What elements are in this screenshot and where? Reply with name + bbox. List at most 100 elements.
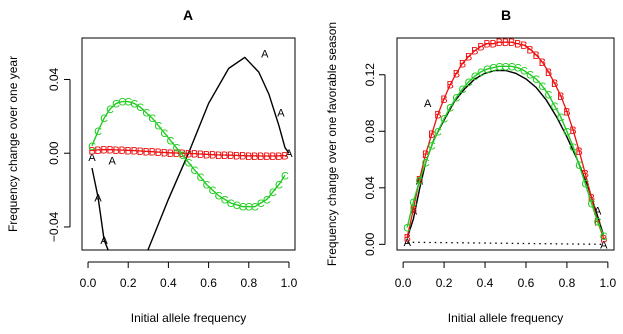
series-b-marker: B <box>137 146 144 158</box>
series-b-marker: B <box>539 57 546 69</box>
x-tick-label: 0.0 <box>395 276 412 290</box>
series-c-marker: C <box>440 114 448 126</box>
series-c-marker: C <box>136 102 144 114</box>
x-axis-label: Initial allele frequency <box>131 311 246 325</box>
series-b-marker: B <box>197 149 204 161</box>
series-c-marker: C <box>245 202 253 214</box>
series-b-marker: B <box>588 193 595 205</box>
series-b-marker: B <box>112 145 119 157</box>
series-b-marker: B <box>257 151 264 163</box>
y-tick-label: 0.04 <box>47 67 61 91</box>
y-tick-label: 0.12 <box>363 63 377 87</box>
series-c-marker: C <box>459 84 467 96</box>
y-tick-label: 0.00 <box>363 232 377 256</box>
series-b-marker: B <box>269 151 276 163</box>
series-c-marker: C <box>130 98 138 110</box>
series-c-marker: C <box>477 67 485 79</box>
series-b-marker: B <box>281 151 288 163</box>
series-c-marker: C <box>581 179 589 191</box>
series-c-marker: C <box>154 121 162 133</box>
series-c-line <box>406 65 605 237</box>
series-c-marker: C <box>118 97 126 109</box>
y-axis-label: Frequency change over one year <box>6 56 20 232</box>
series-b-marker: B <box>477 41 484 53</box>
x-tick-label: 0.6 <box>518 276 535 290</box>
series-c-marker: C <box>124 97 132 109</box>
x-tick-label: 0.0 <box>80 276 97 290</box>
series-c-marker: C <box>563 126 571 138</box>
series-b-marker: B <box>576 146 583 158</box>
series-b-marker: B <box>215 150 222 162</box>
series-b-line <box>91 149 286 157</box>
series-c-marker: C <box>275 180 283 192</box>
x-tick-label: 0.8 <box>240 276 257 290</box>
series-c-marker: C <box>545 90 553 102</box>
series-c-marker: C <box>471 71 479 83</box>
series-b-marker: B <box>600 234 607 246</box>
series-c-marker: C <box>148 113 156 125</box>
x-tick-label: 0.2 <box>436 276 453 290</box>
series-c-marker: C <box>551 101 559 113</box>
series-c-marker: C <box>446 102 454 114</box>
y-tick-label: 0.00 <box>47 141 61 165</box>
series-b-marker: B <box>125 145 132 157</box>
series-c-marker: C <box>221 194 229 206</box>
series-c-marker: C <box>526 70 534 82</box>
series-a-marker: A <box>600 239 608 251</box>
series-b-marker: B <box>203 149 210 161</box>
series-c-marker: C <box>489 63 497 75</box>
series-b-marker: B <box>221 150 228 162</box>
series-c-marker: C <box>514 63 522 75</box>
y-tick-label: 0.08 <box>363 119 377 143</box>
series-b-marker: B <box>119 145 126 157</box>
y-axis-label: Frequency change over one favorable seas… <box>325 22 339 266</box>
series-c-marker: C <box>465 77 473 89</box>
series-b-marker: B <box>143 146 150 158</box>
series-c-marker: C <box>160 128 168 140</box>
series-c-marker: C <box>594 217 602 229</box>
chart-title: B <box>501 7 511 23</box>
plot-frame <box>396 37 615 251</box>
series-b-marker: B <box>100 145 107 157</box>
series-c-marker: C <box>239 202 247 214</box>
series-c-marker: C <box>416 176 424 188</box>
series-b-marker: B <box>428 129 435 141</box>
series-b-marker: B <box>459 58 466 70</box>
x-tick-label: 0.4 <box>477 276 494 290</box>
series-c-marker: C <box>203 180 211 192</box>
series-b-marker: B <box>185 148 192 160</box>
series-a-marker: A <box>94 192 102 204</box>
series-b-marker: B <box>161 147 168 159</box>
series-b-marker: B <box>434 109 441 121</box>
x-tick-label: 0.2 <box>120 276 137 290</box>
series-c-marker: C <box>281 170 289 182</box>
x-tick-label: 0.4 <box>160 276 177 290</box>
series-b-marker: B <box>173 148 180 160</box>
series-b-marker: B <box>275 151 282 163</box>
series-c-marker: C <box>178 150 186 162</box>
series-a-line <box>406 69 605 239</box>
series-b-marker: B <box>155 147 162 159</box>
series-c-marker: C <box>403 222 411 234</box>
x-tick-label: 1.0 <box>600 276 617 290</box>
series-b-marker: B <box>514 39 521 51</box>
series-b-marker: B <box>94 145 101 157</box>
series-a-marker: A <box>594 205 602 217</box>
series-c-marker: C <box>263 194 271 206</box>
series-b-marker: B <box>533 50 540 62</box>
series-a-marker: A <box>410 205 418 217</box>
series-b-marker: B <box>471 46 478 58</box>
series-c-marker: C <box>106 104 114 116</box>
series-c-marker: C <box>434 126 442 138</box>
series-c-marker: C <box>428 140 436 152</box>
x-tick-label: 0.8 <box>559 276 576 290</box>
series-b-marker: B <box>569 125 576 137</box>
series-a-marker: A <box>404 237 412 249</box>
series-b-line <box>406 41 605 239</box>
series-b-marker: B <box>245 151 252 163</box>
series-a-marker: A <box>100 235 108 247</box>
series-b-marker: B <box>563 106 570 118</box>
series-b-marker: B <box>227 150 234 162</box>
series-b-marker: B <box>496 37 503 49</box>
x-tick-label: 0.6 <box>200 276 217 290</box>
